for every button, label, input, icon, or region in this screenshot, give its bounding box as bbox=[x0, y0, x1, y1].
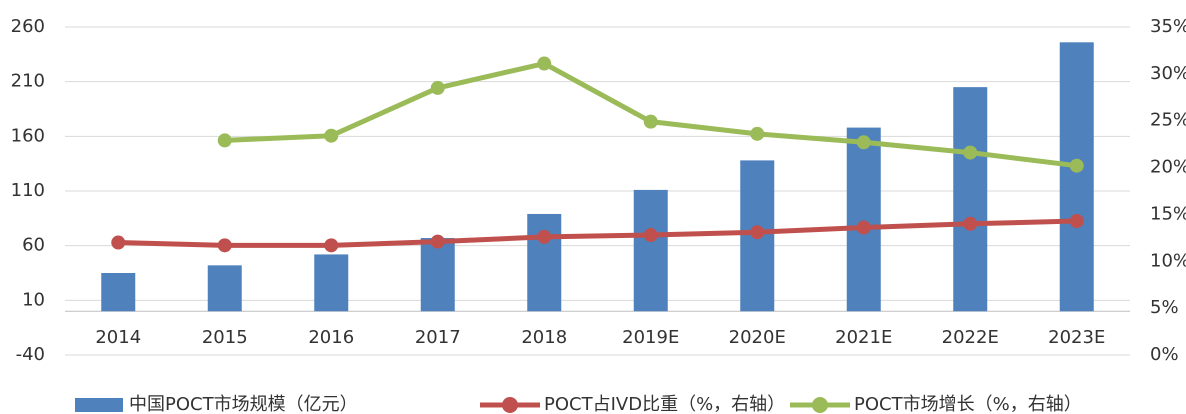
bar bbox=[1059, 42, 1094, 312]
line bbox=[224, 61, 1078, 169]
x-tick-label: 2018 bbox=[521, 327, 567, 348]
marker bbox=[430, 234, 445, 249]
bar bbox=[207, 265, 242, 312]
y-tick-label: 60 bbox=[22, 235, 45, 256]
bar bbox=[846, 127, 881, 312]
bar bbox=[527, 213, 562, 312]
marker bbox=[537, 56, 552, 71]
marker bbox=[111, 235, 126, 250]
legend-marker bbox=[812, 397, 828, 413]
y2-tick-label: 20% bbox=[1150, 157, 1186, 178]
marker bbox=[750, 126, 765, 141]
marker bbox=[537, 229, 552, 244]
y-tick-label: 110 bbox=[11, 180, 45, 201]
marker bbox=[324, 128, 339, 143]
y-tick-label: 160 bbox=[11, 125, 45, 146]
x-tick-label: 2016 bbox=[308, 327, 354, 348]
marker bbox=[643, 228, 658, 243]
y2-tick-label: 25% bbox=[1150, 110, 1186, 131]
x-tick-label: 2014 bbox=[95, 327, 141, 348]
marker bbox=[430, 80, 445, 95]
y2-tick-label: 35% bbox=[1150, 16, 1186, 37]
legend-marker bbox=[502, 397, 518, 413]
marker bbox=[643, 114, 658, 129]
marker bbox=[856, 220, 871, 235]
x-tick-label: 2020E bbox=[729, 327, 786, 348]
y2-tick-label: 5% bbox=[1150, 297, 1179, 318]
marker bbox=[963, 145, 978, 160]
marker bbox=[963, 216, 978, 231]
y2-tick-label: 0% bbox=[1150, 344, 1179, 365]
x-tick-label: 2015 bbox=[202, 327, 248, 348]
bar bbox=[633, 189, 668, 312]
marker bbox=[1069, 158, 1084, 173]
legend-label: 中国POCT市场规模（亿元） bbox=[129, 394, 358, 414]
marker bbox=[856, 135, 871, 150]
bar bbox=[420, 238, 455, 312]
x-tick-label: 2022E bbox=[942, 327, 999, 348]
x-tick-label: 2017 bbox=[415, 327, 461, 348]
x-tick-label: 2021E bbox=[835, 327, 892, 348]
y-tick-label: 260 bbox=[11, 16, 45, 37]
y2-tick-label: 15% bbox=[1150, 203, 1186, 224]
bar bbox=[953, 87, 988, 312]
bar bbox=[101, 273, 136, 312]
marker bbox=[1069, 213, 1084, 228]
line bbox=[118, 218, 1077, 248]
marker bbox=[324, 238, 339, 253]
legend-swatch bbox=[75, 398, 123, 412]
x-tick-label: 2023E bbox=[1048, 327, 1105, 348]
y-tick-label: 10 bbox=[22, 289, 45, 310]
y2-tick-label: 10% bbox=[1150, 250, 1186, 271]
legend-label: POCT市场增长（%，右轴） bbox=[854, 394, 1082, 414]
y2-tick-label: 30% bbox=[1150, 63, 1186, 84]
marker bbox=[750, 225, 765, 240]
y-tick-label: -40 bbox=[16, 344, 45, 365]
y-tick-label: 210 bbox=[11, 71, 45, 92]
marker bbox=[217, 238, 232, 253]
bar bbox=[314, 254, 349, 312]
marker bbox=[217, 133, 232, 148]
legend-label: POCT占IVD比重（%，右轴） bbox=[544, 394, 785, 414]
x-tick-label: 2019E bbox=[622, 327, 679, 348]
